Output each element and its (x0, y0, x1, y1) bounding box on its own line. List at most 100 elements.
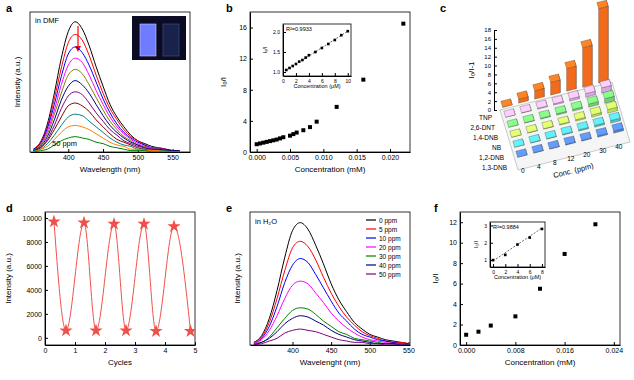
legend-swatch (366, 219, 376, 220)
tick-label: 12 (484, 54, 491, 60)
marker (301, 128, 305, 132)
tick: 8 (541, 264, 544, 275)
tick: 0.020 (382, 149, 400, 161)
tick-label: 6 (488, 81, 492, 87)
tick-mark (493, 264, 494, 267)
tick-label: 2.0 (273, 29, 280, 35)
marker (401, 22, 405, 26)
tick-label: 0.000 (248, 154, 266, 161)
tick: 450 (98, 149, 110, 161)
bar (565, 60, 576, 91)
bar-top (558, 116, 569, 124)
tick: 16 (239, 24, 253, 31)
panel: 0.0000.0050.0100.0150.0200481216Concentr… (219, 12, 411, 174)
tick: 14 (484, 45, 497, 51)
tick-label: 18 (484, 27, 491, 33)
tick-mark (460, 304, 463, 305)
tick-label: 8 (453, 260, 457, 267)
fit-line (493, 228, 542, 261)
tick: 4 (488, 90, 497, 96)
bar (517, 91, 528, 103)
tick-mark (530, 264, 531, 267)
tick-mark (68, 149, 69, 152)
tick-label: 10000 (23, 215, 43, 222)
tick: 4 (517, 264, 520, 275)
tick: 12 (449, 219, 463, 226)
tick-label: 0.010 (315, 154, 333, 161)
tick-label: 0.020 (382, 154, 400, 161)
bar-top (587, 96, 598, 104)
tick-label: 6000 (26, 263, 42, 270)
marker (563, 252, 567, 256)
series-line (33, 137, 179, 152)
tick-label: 0.024 (606, 347, 624, 354)
bar-top (507, 119, 518, 127)
tick-mark (494, 30, 497, 31)
tick-label: 0.016 (556, 347, 574, 354)
legend-swatch (366, 246, 376, 247)
bar (504, 109, 515, 117)
bar-top (584, 85, 595, 93)
bar-top (545, 130, 556, 138)
marker (137, 217, 150, 230)
plot-area (33, 22, 179, 152)
tick-mark (135, 342, 136, 345)
tick-label: 0 (282, 78, 285, 84)
y-axis: 1.01.52.0 (273, 25, 286, 77)
tick-label: 0.000 (458, 347, 476, 354)
tick-label: 12 (449, 219, 457, 226)
bar-top (542, 120, 553, 128)
tick-label: 0 (44, 347, 48, 354)
y-axis: 024681012 (449, 213, 463, 349)
arrow (77, 26, 78, 48)
bar-front (599, 6, 609, 83)
plot-area (47, 215, 195, 337)
tick-mark (565, 342, 566, 345)
tick: 4 (164, 342, 168, 354)
tick: 4 (243, 118, 253, 125)
tick: 8 (453, 260, 463, 267)
tick-mark (283, 72, 286, 73)
bar (501, 99, 512, 107)
tick-mark (494, 101, 497, 102)
tick-label: 16 (484, 36, 491, 42)
frame (250, 12, 410, 152)
marker (167, 219, 180, 232)
tick-label: 450 (98, 154, 110, 161)
plot-area (285, 30, 349, 71)
bar-top (536, 100, 547, 108)
tick-label: 20 (583, 151, 591, 158)
tick-label: 2 (488, 99, 492, 105)
panel-letter: e (226, 202, 232, 214)
bar-top (526, 124, 537, 132)
bar-top (561, 126, 572, 134)
tick-label: 4 (243, 118, 247, 125)
frame (250, 212, 410, 345)
bar-top (520, 104, 531, 112)
tick: 5 (194, 342, 198, 354)
tick-label: 5 (194, 347, 198, 354)
tick-label: 4 (164, 347, 168, 354)
tick-label: 4 (488, 90, 492, 96)
tick: 6 (321, 73, 324, 84)
tick-label: 2 (453, 321, 457, 328)
tick-mark (494, 66, 497, 67)
tick-mark (390, 149, 391, 152)
y-axis: 0481216 (239, 13, 253, 156)
tick: 1 (74, 342, 78, 354)
bar-top (513, 139, 524, 147)
panel-letter: d (6, 202, 13, 214)
cuvette (163, 24, 179, 56)
marker (59, 324, 72, 337)
bar-top (532, 144, 543, 152)
tick-label: 4 (453, 301, 457, 308)
tick-mark (542, 264, 543, 267)
tick: 1.5 (273, 49, 286, 55)
x-axis: 0.0000.0050.0100.0150.020 (248, 149, 410, 161)
inset: 02468123Concentration (μM)I₀/IR²=0.9884 (473, 222, 546, 280)
tick-mark (45, 242, 48, 243)
tick: 0.024 (606, 342, 624, 354)
tick-mark (494, 74, 497, 75)
tick-mark (45, 290, 48, 291)
tick-mark (250, 28, 253, 29)
